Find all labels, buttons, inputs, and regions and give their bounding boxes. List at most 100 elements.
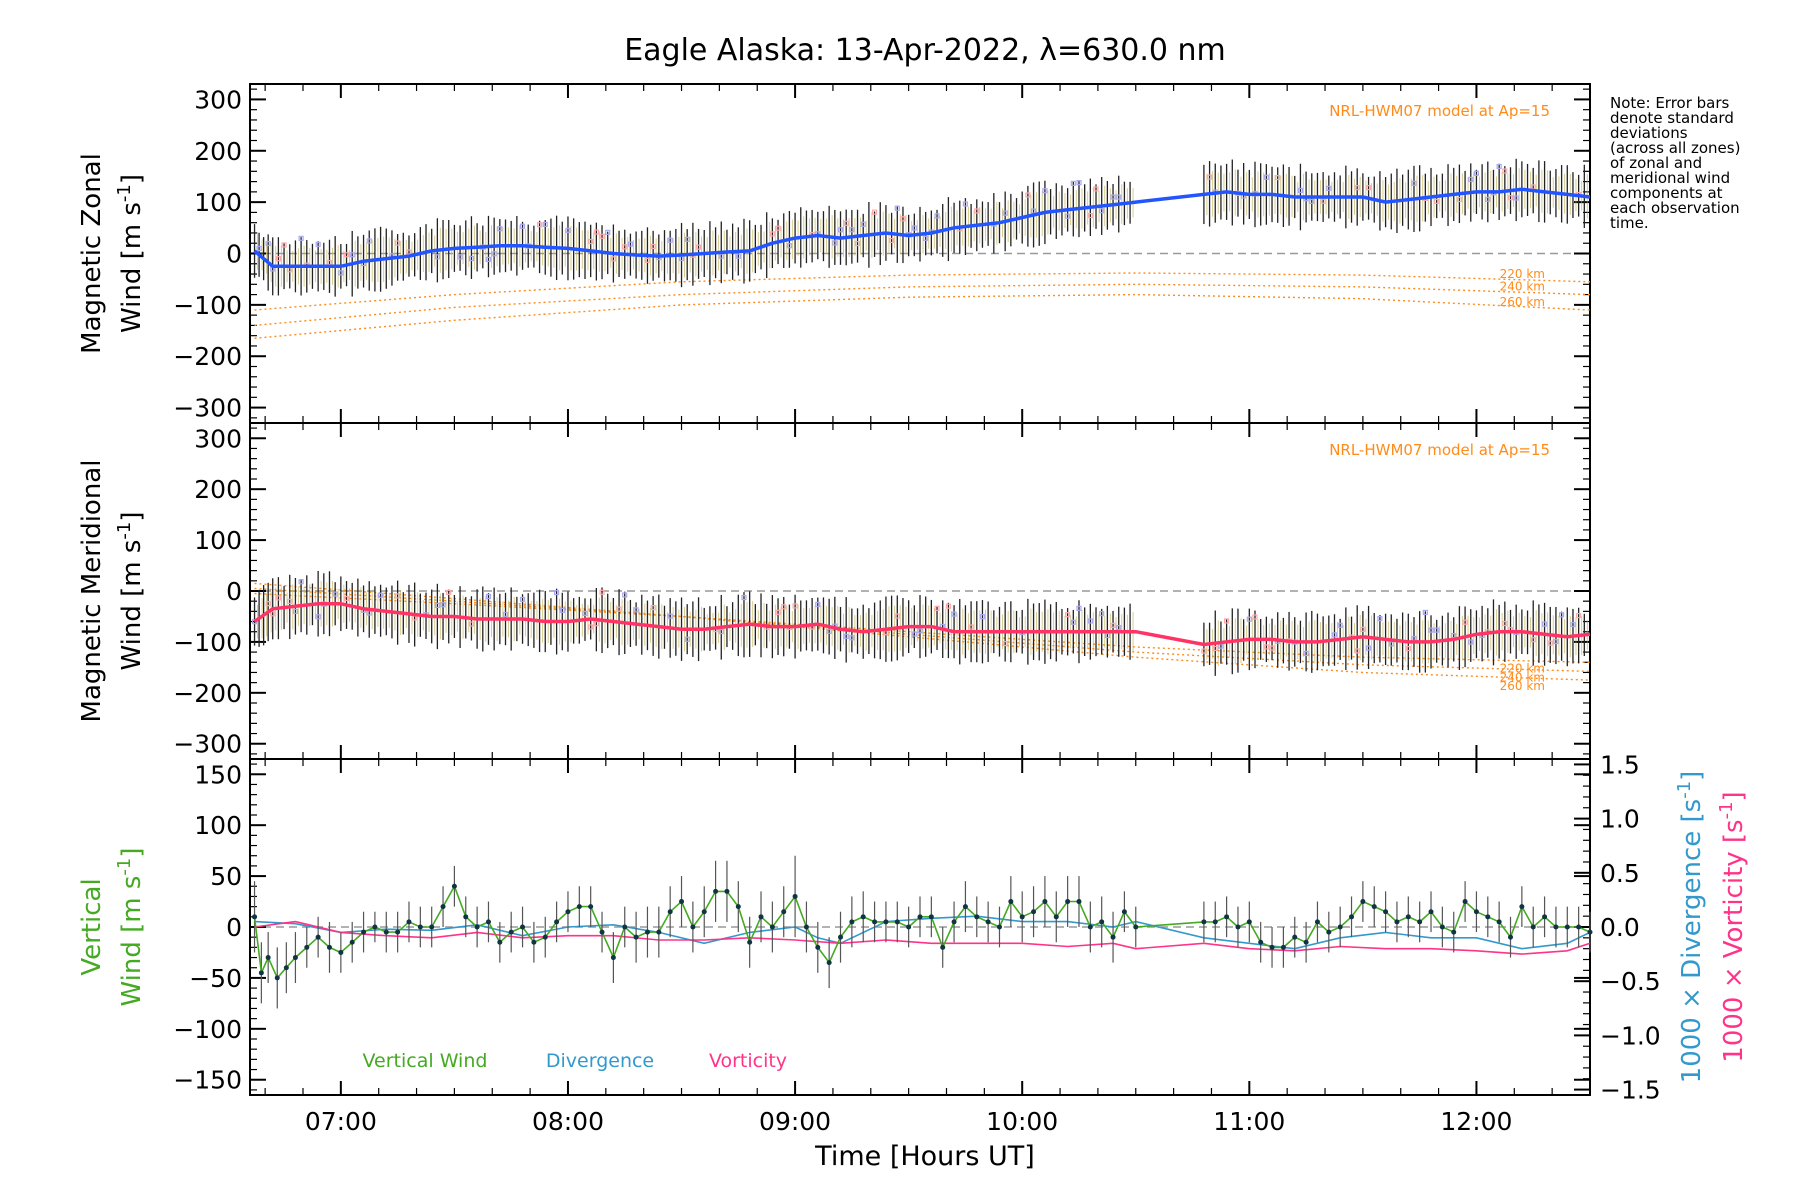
zonal-zone-square <box>923 235 929 241</box>
vertical-ytick-label: 150 <box>194 760 242 789</box>
vertical-wind-point <box>758 914 764 920</box>
vertical-wind-point <box>928 914 934 920</box>
zonal-model-label: 220 km <box>1500 267 1545 281</box>
meridional-zone-square <box>270 611 276 617</box>
zonal-zone-square <box>1507 195 1514 201</box>
vertical-wind-point <box>599 929 605 935</box>
vertical-wind-point <box>315 934 321 940</box>
zonal-zone-square <box>1326 185 1332 191</box>
vertical-wind-point <box>361 929 367 935</box>
meridional-ytick-label: 200 <box>194 475 242 504</box>
zonal-zone-square <box>497 226 503 232</box>
vertical-wind-point <box>1110 934 1116 940</box>
vertical-wind-point <box>1076 899 1082 905</box>
zonal-ylabel-line2: Wind [m s-1] <box>114 174 147 333</box>
meridional-zone-square <box>1212 645 1218 652</box>
vertical-ylabel-line1: Vertical <box>77 878 107 975</box>
meridional-zone-square <box>593 621 599 627</box>
zonal-zone-square <box>1485 196 1491 202</box>
vertical-wind-point <box>349 939 355 945</box>
meridional-zone-square <box>265 601 271 607</box>
meridional-ytick-label: −100 <box>173 628 242 657</box>
vertical-wind-point <box>769 924 775 930</box>
vertical-wind-point <box>451 883 457 889</box>
zonal-zone-square <box>1354 185 1360 191</box>
zonal-zone-square <box>434 254 440 260</box>
x-tick-label: 12:00 <box>1440 1107 1512 1136</box>
meridional-model-title: NRL-HWM07 model at Ap=15 <box>1329 441 1550 459</box>
vertical-ytick-label: 100 <box>194 811 242 840</box>
vertical-wind-point <box>1212 919 1218 925</box>
zonal-zone-square <box>934 213 940 219</box>
vertical-y2tick-label: −0.5 <box>1600 967 1661 996</box>
meridional-ytick-label: 300 <box>194 424 242 453</box>
zonal-zone-square <box>650 243 656 250</box>
meridional-zone-square <box>395 593 401 599</box>
vertical-wind-point <box>1496 919 1502 925</box>
vertical-wind-point <box>474 924 480 930</box>
zonal-zone-square <box>1297 187 1304 194</box>
zonal-zone-square <box>395 240 401 246</box>
vertical-wind-point <box>1473 909 1479 915</box>
zonal-zone-square <box>1206 174 1213 180</box>
vertical-wind-point <box>644 929 650 935</box>
zonal-zone-square <box>1502 168 1508 174</box>
meridional-ylabel-line2: Wind [m s-1] <box>114 512 147 671</box>
note-line: each observation <box>1610 199 1740 217</box>
zonal-zone-square <box>695 244 702 250</box>
vertical-ytick-label: 50 <box>210 862 242 891</box>
vertical-wind-point <box>962 904 968 910</box>
zonal-zone-square <box>519 223 526 229</box>
meridional-zone-square <box>1434 627 1440 633</box>
vertical-wind-point <box>497 939 503 945</box>
meridional-zone-square <box>633 607 639 613</box>
zonal-zone-square <box>315 241 321 247</box>
vertical-wind-point <box>1428 909 1434 915</box>
meridional-zone-square <box>1468 639 1474 645</box>
zonal-zone-square <box>1513 195 1519 201</box>
note-line: of zonal and <box>1610 154 1702 172</box>
vertical-wind-point <box>265 955 271 961</box>
vertical-wind-point <box>531 939 537 945</box>
zonal-zone-square <box>667 237 673 243</box>
vertical-wind-point <box>576 904 582 910</box>
vertical-y2tick-label: 0.0 <box>1600 913 1640 942</box>
vertical-wind-point <box>338 949 344 955</box>
meridional-panel: −300 −200 −100 0 100 200 300 Magnetic Meridiona… <box>77 422 1591 760</box>
zonal-zone-square <box>735 253 741 259</box>
vertical-y2tick-label: −1.0 <box>1600 1021 1661 1050</box>
zonal-model-240km <box>254 283 1591 327</box>
meridional-zone-square <box>1263 644 1269 650</box>
vertical-wind-point <box>667 909 673 915</box>
vertical-wind-point <box>1349 914 1355 920</box>
zonal-zone-square <box>1042 188 1048 194</box>
zonal-zone-square <box>1030 208 1037 214</box>
vertical-ylabel-line2: Wind [m s-1] <box>114 848 147 1007</box>
vertical-wind-point <box>1360 899 1366 905</box>
meridional-zone-square <box>554 589 560 596</box>
vertical-wind-point <box>1371 904 1377 910</box>
meridional-zone-square <box>298 579 304 585</box>
meridional-zone-square <box>1099 611 1105 617</box>
legend-divergence: Divergence <box>546 1050 654 1072</box>
vertical-wind-point <box>304 944 310 950</box>
vertical-ytick-label: 0 <box>226 913 242 942</box>
vertical-wind-point <box>951 919 957 925</box>
zonal-zone-square <box>610 256 616 262</box>
vertical-wind-point <box>1451 929 1457 935</box>
meridional-zone-square <box>917 628 923 634</box>
meridional-ytick-label: −300 <box>173 730 242 759</box>
meridional-zone-square <box>1116 624 1122 631</box>
zonal-ytick-label: 100 <box>194 188 242 217</box>
vertical-wind-point <box>1530 924 1536 930</box>
zonal-zone-square <box>962 201 969 207</box>
vertical-wind-point <box>1133 924 1139 930</box>
vertical-wind-point <box>815 944 821 950</box>
note-line: Note: Error bars <box>1610 94 1730 112</box>
zonal-zone-square <box>684 236 690 242</box>
zonal-zone-square <box>911 225 917 231</box>
divergence-line <box>254 915 1591 950</box>
meridional-zone-square <box>1087 618 1093 624</box>
meridional-zone-square <box>332 591 338 597</box>
